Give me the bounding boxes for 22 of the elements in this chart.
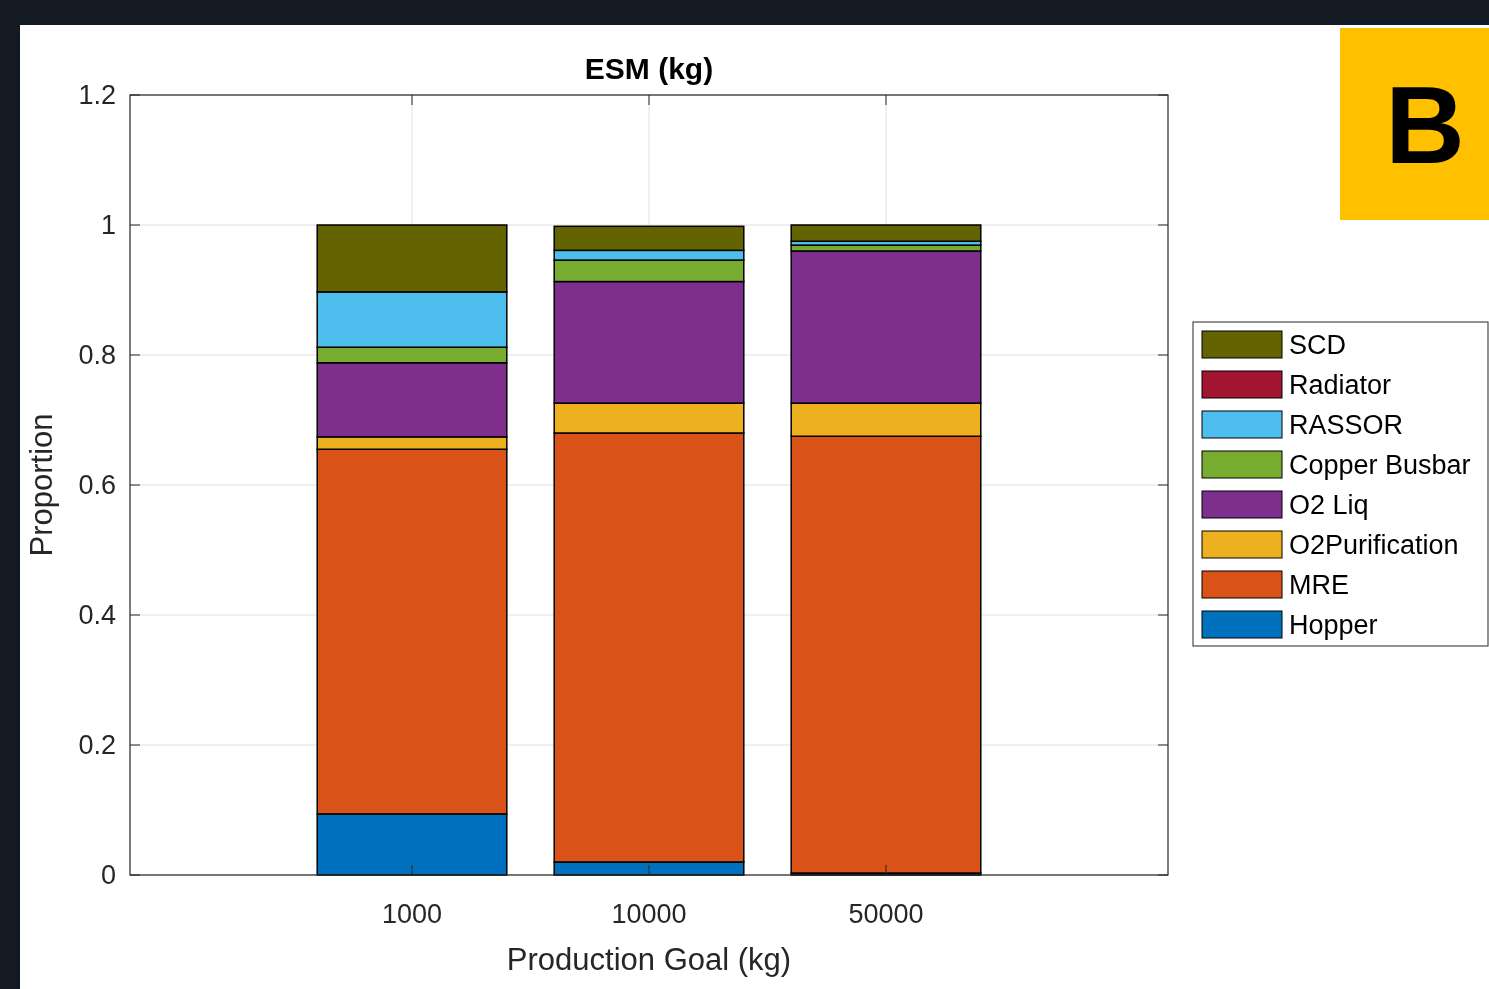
legend-label: Hopper xyxy=(1289,610,1378,641)
chart-title: ESM (kg) xyxy=(584,52,714,85)
x-tick-label: 50000 xyxy=(848,899,924,929)
legend-label: Radiator xyxy=(1289,370,1392,401)
legend-label: MRE xyxy=(1289,570,1349,601)
legend-label: RASSOR xyxy=(1289,410,1404,441)
x-tick-label: 10000 xyxy=(611,899,687,929)
legend-label: O2Purification xyxy=(1289,530,1459,561)
legend-label: O2 Liq xyxy=(1289,490,1369,521)
y-tick-label: 0.6 xyxy=(78,470,116,501)
y-tick-label: 1.2 xyxy=(78,80,116,111)
x-tick-label: 1000 xyxy=(381,899,443,929)
y-tick-label: 0.8 xyxy=(78,340,116,371)
y-axis-title: Proportion xyxy=(24,413,59,557)
y-tick-label: 0.4 xyxy=(78,600,116,631)
x-axis-title: Production Goal (kg) xyxy=(506,942,792,977)
y-tick-label: 0 xyxy=(100,860,116,891)
legend-label: Copper Busbar xyxy=(1289,450,1471,481)
text: B xyxy=(1385,62,1465,186)
y-tick-label: 1 xyxy=(100,210,116,241)
y-tick-label: 0.2 xyxy=(78,730,116,761)
legend-label: SCD xyxy=(1289,330,1347,361)
